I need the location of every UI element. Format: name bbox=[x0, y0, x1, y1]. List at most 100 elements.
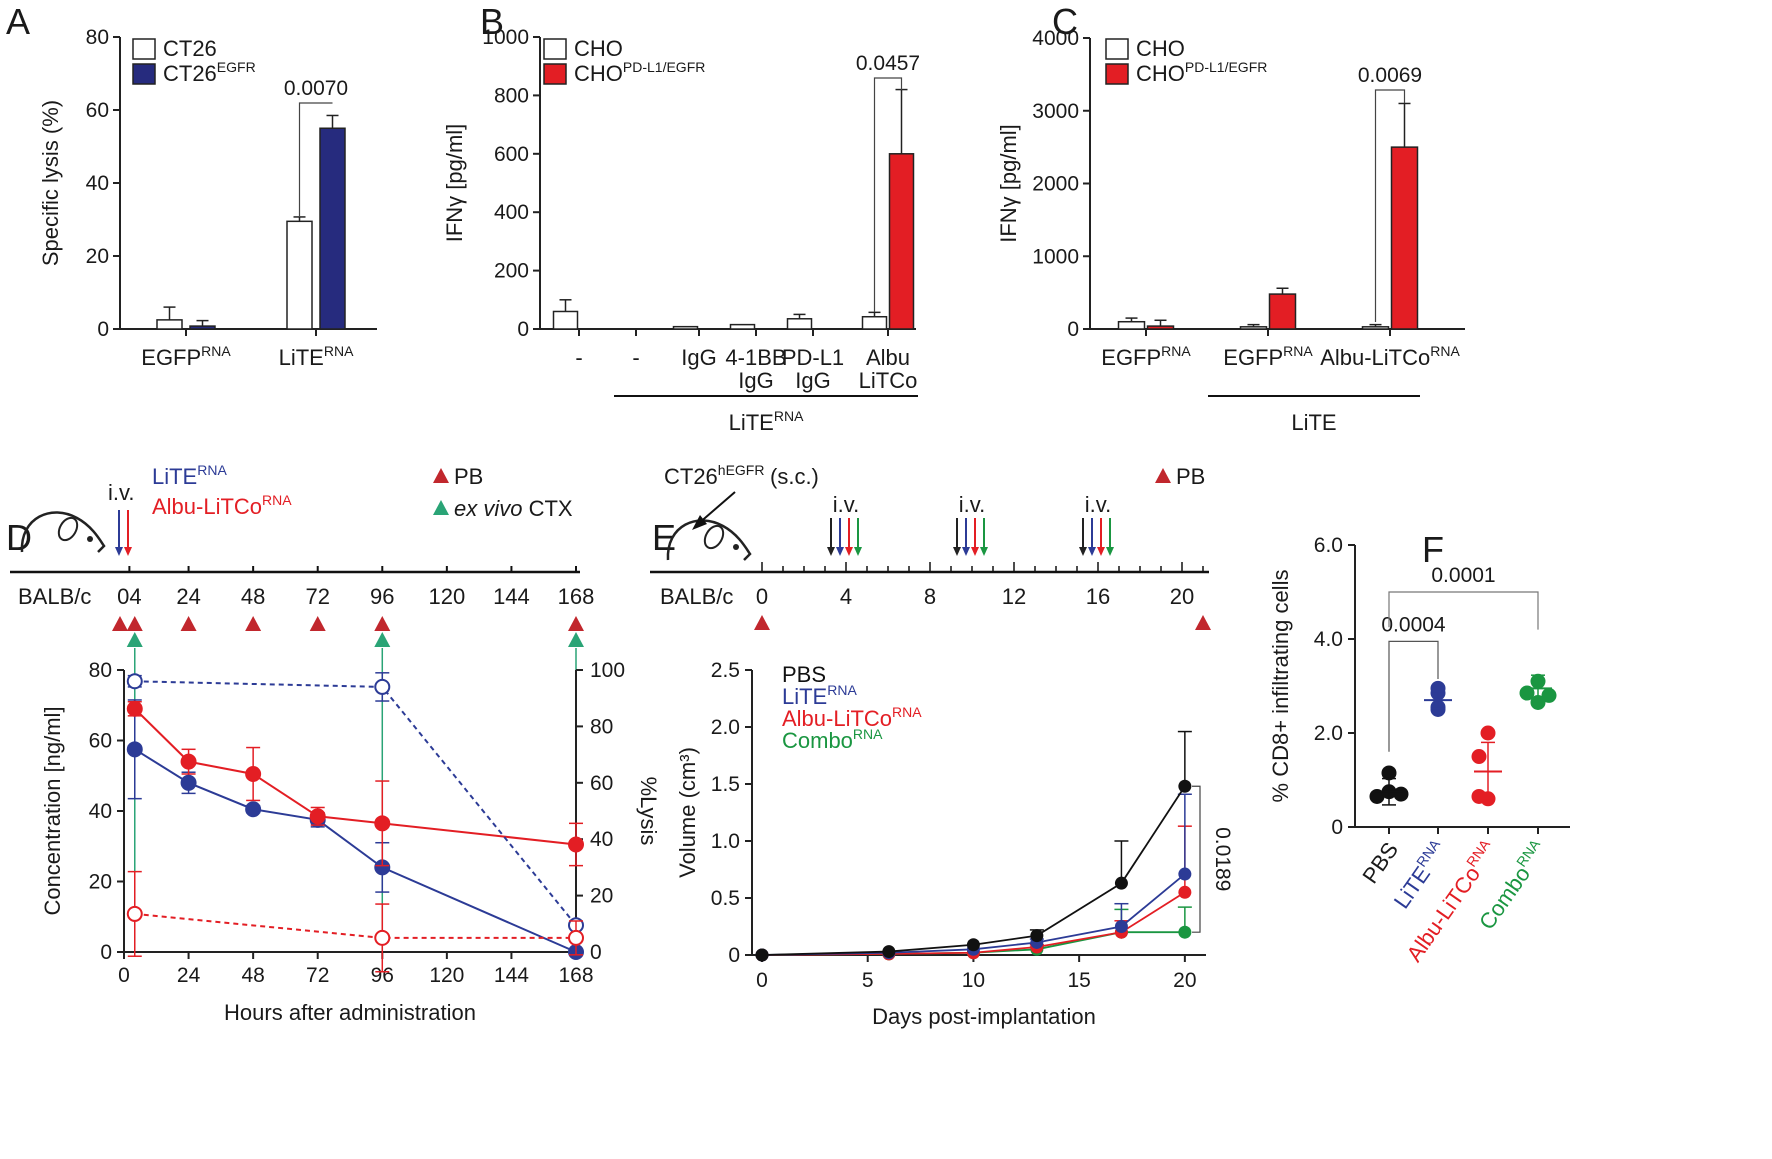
timeline-label: 8 bbox=[924, 584, 936, 609]
mouse-eye bbox=[733, 544, 739, 550]
group-bracket-label: LiTERNA bbox=[729, 408, 804, 435]
route-label: i.v. bbox=[1085, 492, 1111, 517]
y-tick-label: 6.0 bbox=[1314, 534, 1343, 557]
timeline-label: 4 bbox=[840, 584, 852, 609]
x-category-label: LiTERNA bbox=[279, 343, 354, 370]
legend-swatch bbox=[132, 63, 156, 85]
y2-tick-label: 20 bbox=[590, 885, 613, 908]
y-tick-label: 0 bbox=[517, 318, 529, 341]
data-point-2-1 bbox=[374, 678, 391, 695]
legend-swatch bbox=[1105, 63, 1129, 85]
x-tick-label: 120 bbox=[429, 964, 464, 987]
data-point-1-5 bbox=[568, 836, 584, 853]
y-tick-label: 1000 bbox=[482, 26, 529, 49]
timeline-label: 0 bbox=[756, 584, 768, 609]
panel-label-d: D bbox=[6, 517, 32, 558]
y-tick-label: 40 bbox=[89, 800, 112, 823]
legend-label: CHOPD-L1/EGFR bbox=[1136, 59, 1267, 86]
legend-swatch bbox=[543, 38, 567, 60]
legend-pb-label: PB bbox=[1176, 464, 1205, 489]
y-tick-label: 60 bbox=[89, 730, 112, 753]
y-axis-title: IFNγ [pg/ml] bbox=[442, 124, 467, 243]
panel-f: 02.04.06.0% CD8+ infiltrating cellsPBSLi… bbox=[1268, 534, 1570, 966]
x-tick-label: 5 bbox=[862, 969, 874, 992]
y-tick-label: 2.0 bbox=[711, 716, 740, 739]
data-point-0-0 bbox=[126, 741, 143, 758]
data-point-3-3 bbox=[1530, 694, 1546, 710]
implant-arrow-head bbox=[692, 515, 707, 530]
y-axis-title: % CD8+ infiltrating cells bbox=[1268, 570, 1293, 803]
dose-arrow-head bbox=[953, 547, 961, 556]
series-line-0 bbox=[134, 748, 577, 953]
x-tick-label: 20 bbox=[1173, 969, 1196, 992]
dose-arrow-head bbox=[1097, 547, 1105, 556]
x-tick-label: 144 bbox=[494, 964, 529, 987]
series-line-3 bbox=[134, 912, 576, 939]
data-point-1-3 bbox=[309, 808, 326, 825]
y2-tick-label: 40 bbox=[590, 828, 613, 851]
bar-white-2 bbox=[672, 325, 699, 330]
p-value-label: 0.0069 bbox=[1358, 64, 1422, 87]
series-line-1 bbox=[134, 708, 577, 846]
legend-label: CHO bbox=[1136, 36, 1185, 61]
pb-triangle bbox=[374, 616, 391, 631]
y2-axis-title: %Lysis bbox=[636, 777, 661, 846]
y-tick-label: 0 bbox=[97, 318, 109, 341]
bar-navy-1 bbox=[319, 127, 346, 330]
data-point-0-2 bbox=[1393, 786, 1409, 802]
x-tick-label: 48 bbox=[241, 964, 264, 987]
implant-label: CT26hEGFR bbox=[664, 462, 764, 489]
series-line-2 bbox=[761, 891, 1186, 956]
legend-label: CHO bbox=[574, 36, 623, 61]
x-tick-label: 15 bbox=[1067, 969, 1090, 992]
dose-arrow-head bbox=[836, 547, 844, 556]
bar-white-1 bbox=[286, 220, 313, 330]
bar-red-5 bbox=[888, 153, 915, 330]
panel-label-b: B bbox=[480, 1, 504, 42]
strain-label: BALB/c bbox=[660, 584, 733, 609]
data-point-0-4 bbox=[1114, 876, 1128, 890]
data-point-0-0 bbox=[1381, 765, 1397, 781]
legend-ctx-label: ex vivo CTX bbox=[454, 496, 573, 521]
y-tick-label: 80 bbox=[86, 26, 109, 49]
x-category-label: LiTCo bbox=[859, 368, 918, 393]
bar-white-3 bbox=[729, 323, 756, 330]
data-point-0-1 bbox=[882, 945, 896, 959]
group-bracket-label: LiTE bbox=[1291, 410, 1336, 435]
p-value-label: 0.0189 bbox=[1211, 827, 1234, 891]
dose-arrow-red-head bbox=[124, 547, 132, 556]
bar-navy-0 bbox=[189, 325, 216, 330]
series-line-0 bbox=[761, 785, 1186, 956]
panel-label-f: F bbox=[1422, 529, 1444, 570]
x-category-label: - bbox=[575, 345, 582, 370]
timeline-label: 120 bbox=[428, 584, 465, 609]
x-tick-label: 24 bbox=[177, 964, 201, 987]
data-point-3-5 bbox=[1178, 925, 1192, 939]
bar-white-0 bbox=[1117, 320, 1146, 330]
legend-swatch bbox=[132, 38, 156, 60]
bar-red-1 bbox=[1268, 293, 1297, 330]
x-axis-title: Hours after administration bbox=[224, 1000, 476, 1025]
data-point-0-0 bbox=[755, 948, 769, 962]
pb-triangle bbox=[568, 616, 584, 631]
y-tick-label: 80 bbox=[89, 659, 112, 682]
dose-arrow-head bbox=[845, 547, 853, 556]
pb-triangle bbox=[245, 616, 262, 631]
legend-swatch bbox=[543, 63, 567, 85]
legend-label: CT26 bbox=[163, 36, 217, 61]
data-point-3-2 bbox=[1541, 687, 1557, 703]
y2-tick-label: 60 bbox=[590, 772, 613, 795]
y-tick-label: 20 bbox=[89, 871, 112, 894]
pb-triangle bbox=[112, 616, 128, 631]
x-category-label: 4-1BB bbox=[725, 345, 786, 370]
panel-e: 0 4 8 12 16 20 BALB/c CT26hEGFR (s.c.) i.v. i.v. i.… bbox=[650, 462, 1234, 1029]
bar-white-1 bbox=[1239, 326, 1268, 330]
y-axis-title: Specific lysis (%) bbox=[38, 100, 63, 266]
x-tick-label: 0 bbox=[756, 969, 768, 992]
significance-bracket bbox=[1388, 640, 1439, 752]
legend-red: Albu-LiTCoRNA bbox=[782, 704, 922, 731]
data-point-1-0 bbox=[126, 700, 143, 717]
ctx-triangle bbox=[374, 632, 391, 647]
y2-tick-label: 100 bbox=[590, 659, 625, 682]
y-tick-label: 40 bbox=[86, 172, 109, 195]
